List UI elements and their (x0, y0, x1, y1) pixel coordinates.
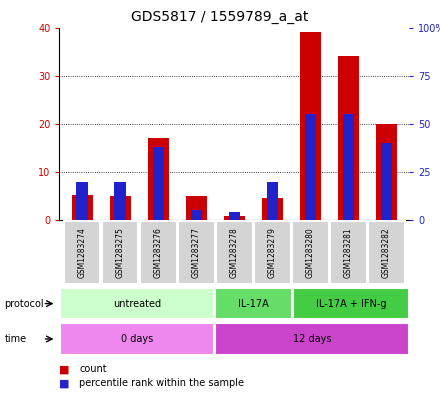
FancyBboxPatch shape (140, 221, 176, 284)
Bar (77, 182, 88, 220)
Text: GSM1283277: GSM1283277 (192, 227, 201, 278)
Bar (300, 32, 321, 220)
Text: IL-17A: IL-17A (238, 299, 269, 309)
Text: GSM1283282: GSM1283282 (382, 227, 391, 278)
Text: ■: ■ (59, 378, 70, 388)
Text: IL-17A + IFN-g: IL-17A + IFN-g (315, 299, 386, 309)
FancyBboxPatch shape (64, 221, 100, 284)
Text: GSM1283280: GSM1283280 (306, 227, 315, 278)
Bar (224, 216, 245, 220)
FancyBboxPatch shape (60, 288, 214, 319)
FancyBboxPatch shape (215, 288, 292, 319)
Bar (191, 211, 202, 220)
Text: GSM1283274: GSM1283274 (78, 227, 87, 278)
FancyBboxPatch shape (330, 221, 367, 284)
Bar (186, 196, 207, 220)
FancyBboxPatch shape (178, 221, 215, 284)
FancyBboxPatch shape (102, 221, 139, 284)
Text: 0 days: 0 days (121, 334, 153, 344)
Text: protocol: protocol (4, 299, 44, 309)
FancyBboxPatch shape (60, 323, 214, 354)
Text: 12 days: 12 days (293, 334, 331, 344)
Text: count: count (79, 364, 107, 375)
Text: GDS5817 / 1559789_a_at: GDS5817 / 1559789_a_at (131, 10, 309, 24)
Text: ■: ■ (59, 364, 70, 375)
Bar (376, 124, 397, 220)
Bar (267, 182, 278, 220)
FancyBboxPatch shape (215, 323, 409, 354)
Bar (114, 182, 126, 220)
FancyBboxPatch shape (293, 288, 409, 319)
Bar (110, 196, 131, 220)
Bar (148, 138, 169, 220)
Text: GSM1283275: GSM1283275 (116, 227, 125, 278)
Bar (381, 143, 392, 220)
Bar (228, 212, 240, 220)
FancyBboxPatch shape (216, 221, 253, 284)
Bar (304, 114, 316, 220)
Bar (338, 56, 359, 220)
Text: GSM1283281: GSM1283281 (344, 227, 353, 278)
FancyBboxPatch shape (292, 221, 329, 284)
FancyBboxPatch shape (368, 221, 405, 284)
Text: untreated: untreated (113, 299, 161, 309)
Text: GSM1283276: GSM1283276 (154, 227, 163, 278)
Text: percentile rank within the sample: percentile rank within the sample (79, 378, 244, 388)
Bar (343, 114, 354, 220)
Bar (72, 195, 93, 220)
Bar (262, 198, 283, 220)
Text: time: time (4, 334, 26, 344)
Text: GSM1283278: GSM1283278 (230, 227, 239, 278)
Text: GSM1283279: GSM1283279 (268, 227, 277, 278)
FancyBboxPatch shape (254, 221, 290, 284)
Bar (153, 147, 164, 220)
